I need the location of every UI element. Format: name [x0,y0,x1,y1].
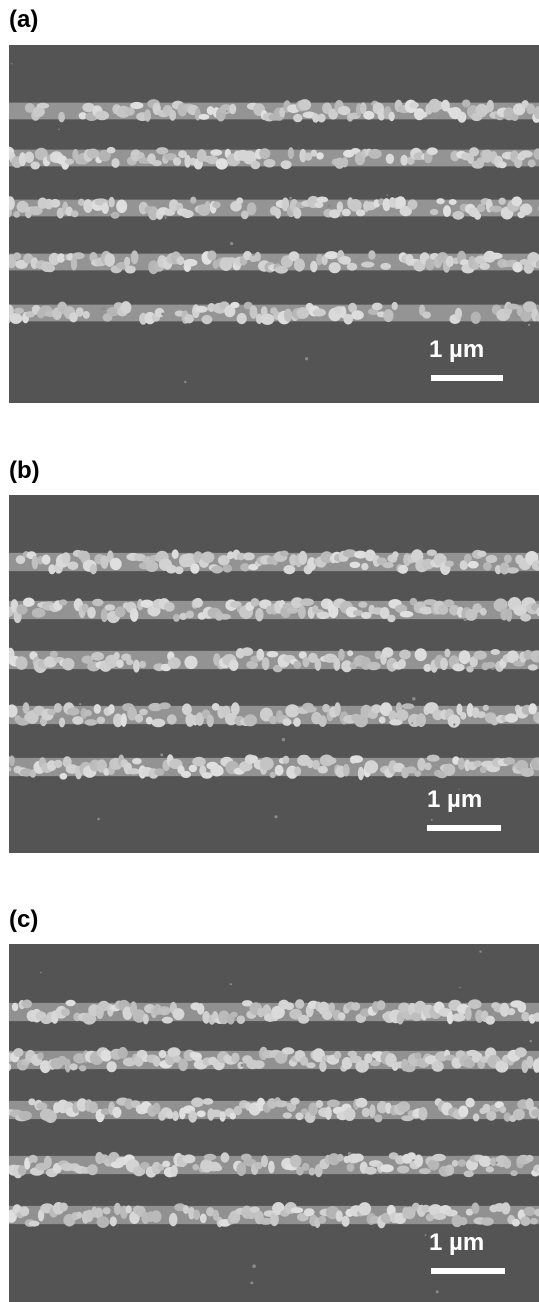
panel-b-nanowire-lines [9,549,539,821]
panel-a-scale-bar [431,375,503,381]
nanowire-line [9,999,539,1025]
nanowire-line [9,702,539,728]
nanowire-line [9,195,539,221]
nanowire-line [9,597,539,624]
nanowire-line [9,1151,539,1179]
panel-a-scale-label: 1 µm [429,336,485,363]
nanowire-line [9,1046,539,1074]
nanowire-line [9,98,539,123]
panel-c-scale-label: 1 µm [429,1229,485,1256]
panel-a-label: (a) [9,6,39,33]
nanowire-line [9,250,539,275]
panel-c-sem-image: 1 µm [9,944,539,1302]
panel-b-sem-image: 1 µm [9,495,539,853]
panel-b-label: (b) [9,457,40,484]
panel-c-scale-bar [431,1268,505,1274]
nanowire-line [9,1097,539,1123]
panel-a-nanowire-lines [9,63,539,384]
nanowire-line [9,1202,539,1229]
panel-c-label: (c) [9,906,39,933]
panel-c-nanowire-lines [9,950,539,1294]
nanowire-line [9,301,539,325]
nanowire-line [9,549,539,575]
nanowire-line [9,754,539,781]
panel-b-scale-bar [427,825,501,831]
panel-b-scale-label: 1 µm [427,786,483,813]
panel-a-sem-image: 1 µm [9,45,539,403]
nanowire-line [9,146,539,170]
nanowire-line [9,647,539,674]
